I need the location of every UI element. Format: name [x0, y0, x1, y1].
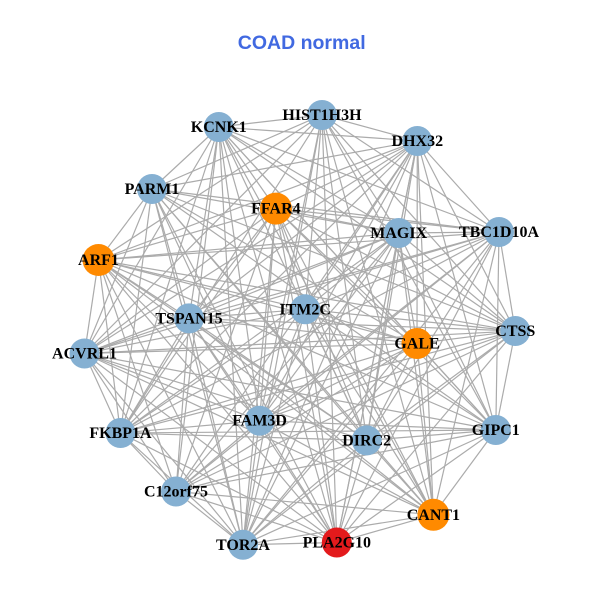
svg-text:CTSS: CTSS — [495, 323, 535, 340]
svg-text:DHX32: DHX32 — [392, 133, 444, 150]
svg-text:TBC1D10A: TBC1D10A — [459, 224, 539, 241]
svg-text:TSPAN15: TSPAN15 — [155, 310, 222, 327]
svg-text:MAGIX: MAGIX — [370, 225, 427, 242]
svg-text:COAD normal: COAD normal — [238, 32, 366, 54]
svg-text:HIST1H3H: HIST1H3H — [282, 107, 362, 124]
svg-text:ARF1: ARF1 — [78, 252, 119, 269]
svg-text:CANT1: CANT1 — [407, 507, 460, 524]
svg-text:GIPC1: GIPC1 — [472, 422, 520, 439]
svg-text:FFAR4: FFAR4 — [251, 201, 300, 218]
svg-text:DIRC2: DIRC2 — [342, 432, 391, 449]
svg-text:TOR2A: TOR2A — [216, 537, 270, 554]
svg-text:PARM1: PARM1 — [125, 181, 180, 198]
svg-text:ITM2C: ITM2C — [279, 301, 331, 318]
svg-text:ACVRL1: ACVRL1 — [52, 346, 117, 363]
svg-text:FAM3D: FAM3D — [232, 413, 287, 430]
svg-text:PLA2G10: PLA2G10 — [303, 535, 371, 552]
svg-text:KCNK1: KCNK1 — [191, 119, 247, 136]
svg-text:FKBP1A: FKBP1A — [89, 425, 152, 442]
svg-text:GALE: GALE — [394, 336, 439, 353]
svg-text:C12orf75: C12orf75 — [144, 484, 208, 501]
